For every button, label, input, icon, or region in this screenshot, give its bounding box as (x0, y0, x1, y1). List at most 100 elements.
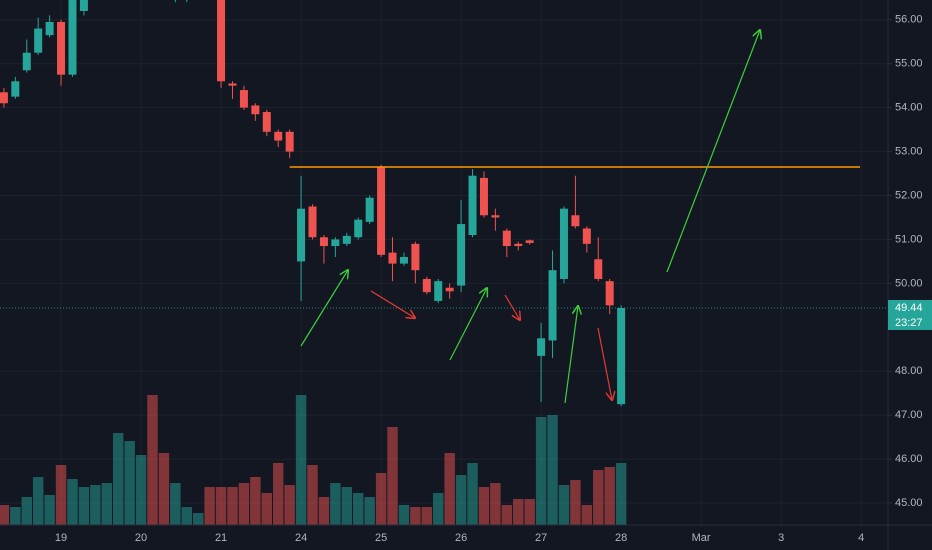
y-tick-label: 48.00 (895, 365, 923, 377)
candle-body (217, 0, 226, 82)
candle-body (605, 281, 614, 306)
arrow-down (504, 294, 520, 320)
x-tick-label: 3 (778, 532, 784, 544)
x-tick-label: 27 (535, 532, 547, 544)
candle-body (468, 175, 477, 236)
axes: 45.00 46.00 47.00 48.00 50.00 51.00 52.00 53.00… (55, 14, 932, 544)
volume-bar (330, 483, 341, 525)
y-tick-label: 50.00 (895, 277, 923, 289)
volume-bar (227, 487, 238, 525)
candle-body (365, 197, 374, 222)
volume-bar (181, 507, 192, 525)
volume-bar (55, 465, 67, 525)
y-tick-label: 54.00 (895, 102, 923, 114)
volume-bar (535, 417, 547, 525)
candle-body (354, 219, 363, 238)
volume-bar (44, 495, 55, 525)
candle-body (445, 287, 454, 292)
candle-body (297, 208, 306, 262)
y-tick-label: 55.00 (895, 58, 923, 70)
volume-bar (375, 473, 387, 525)
candle-body (457, 224, 466, 286)
candle-body (45, 21, 54, 36)
y-tick-label: 45.00 (895, 497, 923, 509)
arrow-up (300, 270, 348, 347)
volume-bar (387, 427, 398, 525)
volume-bar (467, 463, 478, 525)
volume-bar (547, 415, 558, 525)
volume-bar (135, 455, 147, 525)
candle-body (79, 0, 88, 11)
volume-bar (524, 499, 535, 525)
x-tick-label: 24 (295, 532, 307, 544)
candle-body (399, 257, 408, 264)
volume-bar (10, 507, 21, 525)
candle-body (251, 105, 260, 115)
y-tick-label: 47.00 (895, 409, 923, 421)
volume-bar (112, 433, 124, 525)
arrow-down (370, 290, 415, 318)
volume-bar (478, 487, 490, 525)
candle-body (68, 0, 77, 75)
volume-bar (364, 497, 375, 525)
candle-body (491, 215, 500, 218)
candle-body (571, 215, 580, 227)
candle-body (582, 228, 591, 244)
volume-bar (21, 497, 32, 525)
arrow-down (597, 327, 612, 400)
candle-body (559, 208, 568, 279)
candle-body (239, 90, 248, 108)
volume-bar (295, 395, 307, 525)
candle-body (502, 230, 511, 247)
volume-bar (192, 513, 204, 525)
volume-layer (0, 395, 627, 525)
volume-bar (444, 453, 455, 525)
candle-body (525, 240, 534, 243)
volume-bar (490, 483, 501, 525)
y-tick-label: 51.00 (895, 233, 923, 245)
volume-bar (341, 487, 353, 525)
candle-body (228, 83, 237, 86)
candle-body (514, 243, 523, 247)
overlay (0, 166, 888, 309)
volume-bar (124, 441, 135, 525)
candle-body (422, 278, 431, 293)
volume-bar (581, 505, 593, 525)
candle-body (0, 92, 8, 104)
candle-body (34, 28, 43, 53)
annotations (300, 30, 760, 404)
volume-bar (421, 507, 433, 525)
candle-body (57, 21, 66, 75)
y-tick-label: 56.00 (895, 14, 923, 26)
volume-bar (455, 475, 467, 525)
candle-body (308, 206, 317, 238)
volume-bar (615, 463, 627, 525)
candle-body (331, 239, 340, 247)
volume-bar (273, 463, 284, 525)
candle-layer (0, 0, 626, 407)
volume-bar (318, 497, 330, 525)
candle-body (548, 270, 557, 341)
volume-bar (147, 395, 158, 525)
candle-body (11, 81, 20, 97)
x-tick-label: 19 (55, 532, 67, 544)
volume-bar (604, 467, 615, 525)
volume-bar (433, 493, 444, 525)
volume-bar (261, 493, 273, 525)
volume-bar (398, 505, 410, 525)
last-price-label: 49.44 (895, 302, 923, 314)
volume-bar (32, 477, 44, 525)
volume-bar (513, 499, 524, 525)
candle-body (537, 338, 546, 356)
volume-bar (593, 470, 604, 525)
candle-body (388, 252, 397, 264)
volume-bar (250, 477, 261, 525)
candle-body (411, 243, 420, 271)
arrow-up (449, 288, 487, 361)
volume-bar (0, 505, 10, 525)
volume-bar (501, 505, 513, 525)
candle-body (342, 235, 351, 244)
y-tick-label: 53.00 (895, 145, 923, 157)
arrow-up (666, 30, 760, 273)
